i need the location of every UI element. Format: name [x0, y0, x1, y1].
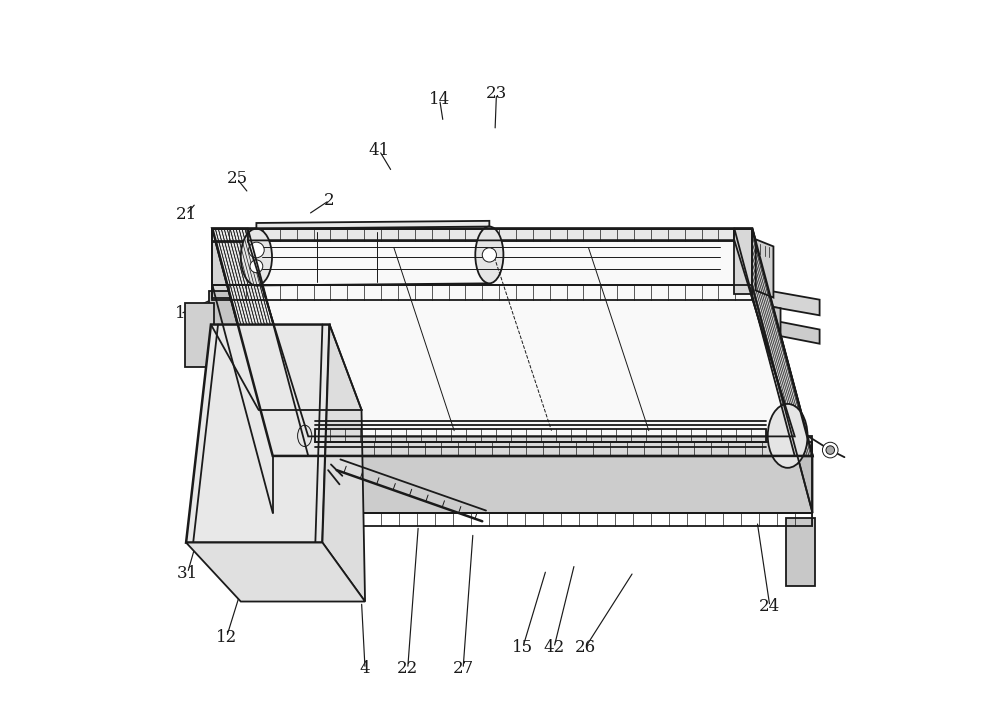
Text: 15: 15: [512, 639, 533, 656]
Text: 25: 25: [227, 170, 248, 188]
Polygon shape: [256, 221, 489, 291]
Polygon shape: [768, 319, 820, 344]
Circle shape: [822, 442, 838, 458]
Polygon shape: [725, 291, 755, 359]
Text: 22: 22: [397, 660, 418, 677]
Text: 13: 13: [770, 409, 791, 426]
Ellipse shape: [768, 404, 808, 468]
Circle shape: [482, 248, 496, 262]
Text: 42: 42: [543, 639, 565, 656]
Polygon shape: [756, 304, 781, 335]
Ellipse shape: [475, 227, 503, 283]
Polygon shape: [209, 291, 237, 359]
Polygon shape: [273, 436, 812, 456]
Polygon shape: [734, 229, 752, 294]
Text: 26: 26: [575, 639, 596, 656]
Polygon shape: [186, 543, 365, 602]
Text: 23: 23: [486, 86, 507, 102]
Circle shape: [250, 260, 263, 272]
Text: 32: 32: [653, 235, 674, 252]
Text: 52: 52: [717, 323, 738, 340]
Polygon shape: [734, 229, 812, 456]
Circle shape: [826, 446, 835, 454]
Polygon shape: [248, 240, 795, 436]
Text: 51: 51: [708, 273, 729, 290]
Ellipse shape: [241, 229, 272, 285]
Polygon shape: [752, 229, 812, 513]
Circle shape: [249, 242, 264, 258]
Polygon shape: [269, 518, 298, 586]
Text: 31: 31: [177, 565, 198, 582]
Polygon shape: [185, 303, 214, 367]
Polygon shape: [786, 518, 815, 586]
Text: 41: 41: [369, 142, 390, 159]
Polygon shape: [186, 324, 330, 543]
Text: 24: 24: [759, 598, 781, 615]
Polygon shape: [212, 229, 308, 456]
Text: 14: 14: [429, 91, 450, 108]
Polygon shape: [756, 240, 773, 297]
Text: 21: 21: [175, 206, 197, 223]
Polygon shape: [273, 456, 812, 513]
Polygon shape: [212, 229, 752, 242]
Polygon shape: [322, 324, 365, 602]
Text: 12: 12: [216, 629, 237, 645]
Text: 4: 4: [360, 660, 370, 677]
Text: 1: 1: [175, 305, 186, 322]
Polygon shape: [756, 288, 820, 315]
Ellipse shape: [298, 425, 312, 446]
Polygon shape: [212, 229, 812, 456]
Polygon shape: [212, 229, 273, 513]
Polygon shape: [212, 229, 752, 285]
Text: 2: 2: [324, 192, 335, 209]
Text: 27: 27: [452, 660, 474, 677]
